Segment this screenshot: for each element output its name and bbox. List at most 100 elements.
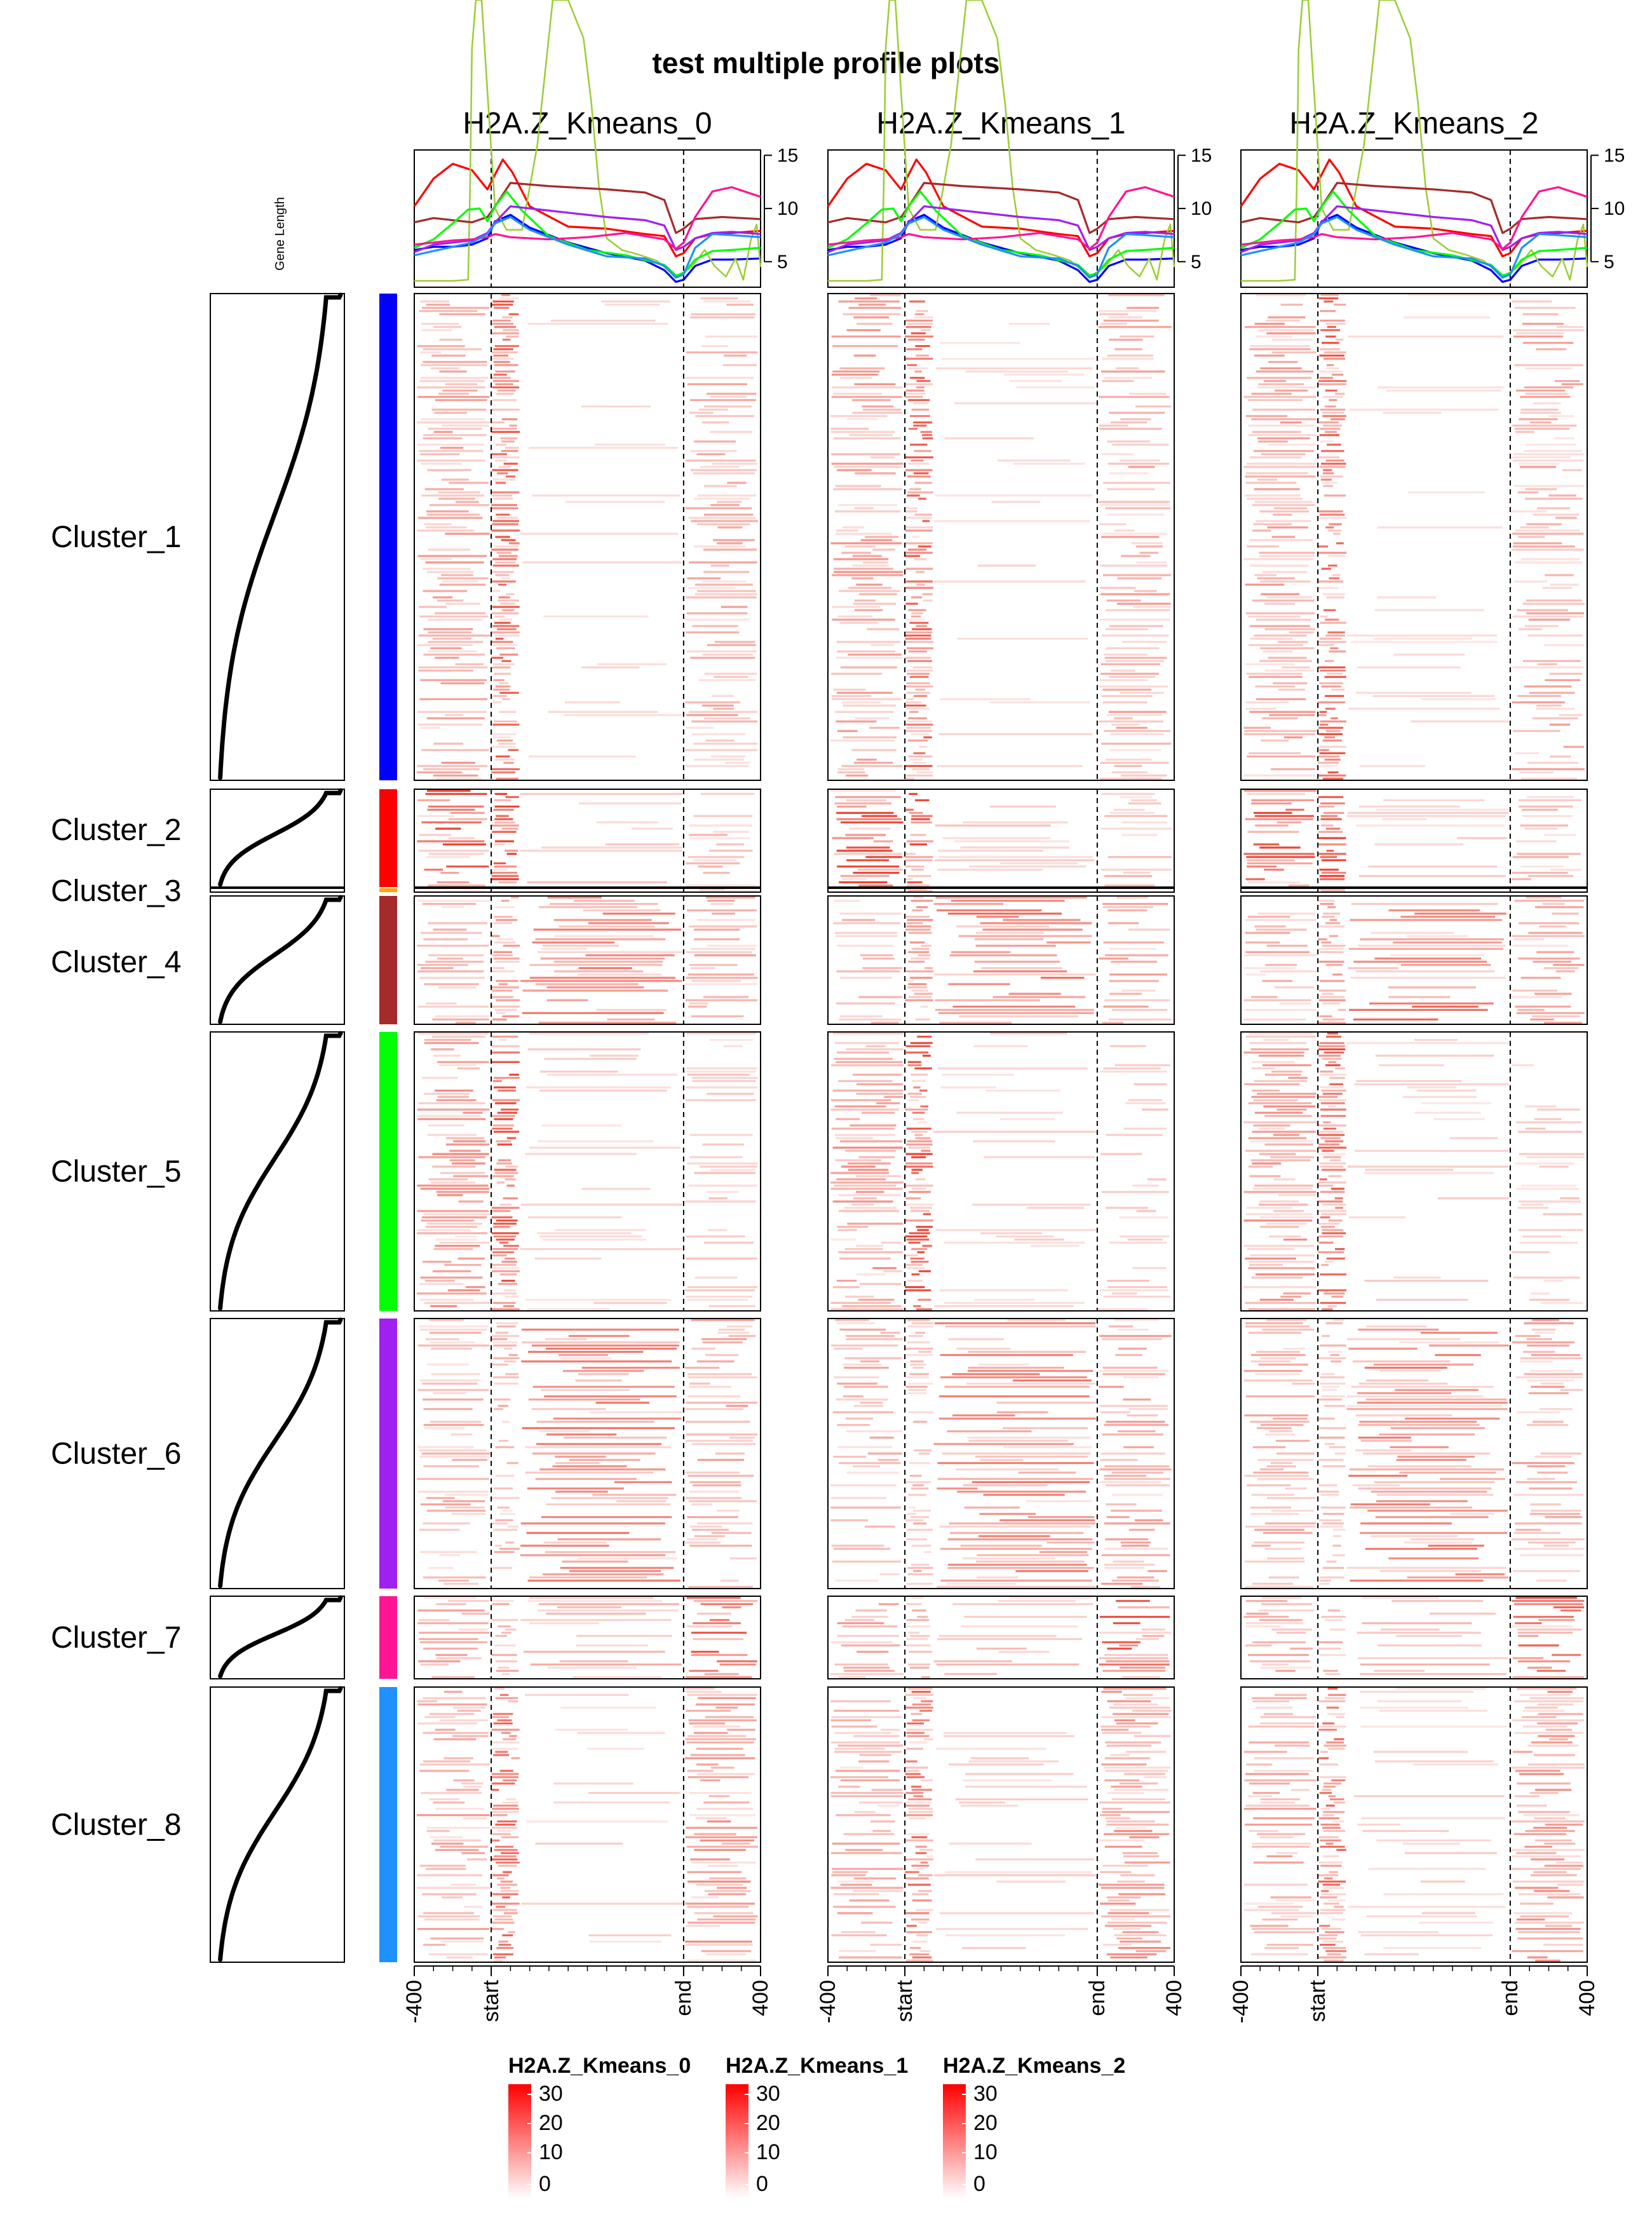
legend-tick-label: 20	[973, 2111, 998, 2135]
x-tick-label: 400	[1162, 1980, 1186, 2016]
gene-length-panel	[210, 789, 345, 888]
cluster-color-bar	[379, 888, 397, 892]
heatmap-frame	[827, 293, 1175, 781]
x-tick-label: 400	[748, 1980, 773, 2016]
heatmap-background	[1241, 294, 1587, 780]
heatmap-block	[414, 1686, 761, 1963]
profile-series-Cluster_3	[828, 0, 1175, 282]
gene-length-panel	[210, 293, 345, 781]
heatmap-frame	[827, 888, 1175, 893]
profile-series-Cluster_7	[827, 186, 1175, 250]
heatmap-frame	[827, 1686, 1175, 1963]
heatmap-block	[414, 1031, 761, 1312]
heatmap-background	[1241, 789, 1587, 887]
heatmap-frame	[414, 1596, 761, 1679]
legend-color-scale	[943, 2084, 966, 2199]
heatmap-background	[414, 1687, 761, 1962]
sample-title: H2A.Z_Kmeans_0	[463, 107, 712, 140]
x-tick-label: end	[1498, 1980, 1522, 2016]
heatmap-frame	[827, 1596, 1175, 1679]
profile-plot: 5 10 15	[1240, 0, 1625, 288]
cluster-label: Cluster_6	[51, 1437, 181, 1471]
heatmap-background	[828, 888, 1174, 892]
x-axis: -400 start end 400	[402, 1965, 773, 2023]
heatmap-background	[1241, 896, 1587, 1024]
heatmap-block	[1240, 293, 1588, 781]
chart-title: test multiple profile plots	[653, 46, 1000, 79]
heatmap-frame	[414, 888, 761, 893]
legend-tick-label: 10	[973, 2140, 998, 2164]
heatmap-block	[1240, 1686, 1588, 1963]
sample-panel-H2A.Z_Kmeans_1: H2A.Z_Kmeans_1 5 10 15 -400 start end 400	[816, 0, 1212, 2023]
heatmap-background	[828, 1319, 1174, 1589]
gene-length-curve	[218, 1031, 343, 1311]
x-axis: -400 start end 400	[1229, 1965, 1599, 2023]
profile-series-Cluster_8	[827, 215, 1175, 279]
legend-tick-label: 0	[539, 2172, 551, 2196]
x-tick-label: start	[893, 1979, 917, 2022]
legend-tick-label: 20	[539, 2111, 563, 2135]
heatmap-frame	[1240, 1031, 1588, 1312]
heatmap-block	[1240, 895, 1588, 1025]
heatmap-background	[414, 1032, 761, 1311]
legend-tick-label: 30	[756, 2082, 780, 2106]
gene-length-panel	[210, 888, 345, 893]
profile-series-Cluster_3	[1241, 0, 1588, 282]
gene-length-panel	[210, 1031, 345, 1312]
legend-title: H2A.Z_Kmeans_1	[726, 2054, 908, 2078]
profile-y-tick-label: 10	[777, 198, 798, 219]
legend-title: H2A.Z_Kmeans_2	[943, 2054, 1125, 2078]
cluster-color-bar	[379, 896, 397, 1024]
heatmap-block	[1240, 1318, 1588, 1589]
heatmap-background	[414, 1319, 761, 1589]
cluster-label: Cluster_7	[51, 1621, 181, 1655]
heatmap-frame	[827, 895, 1175, 1025]
profile-series-Cluster_6	[414, 205, 761, 254]
heatmap-background	[828, 896, 1174, 1024]
gene-length-curve	[218, 1595, 343, 1679]
sample-panel-H2A.Z_Kmeans_2: H2A.Z_Kmeans_2 5 10 15 -400 start end 400	[1229, 0, 1625, 2023]
cluster-label: Cluster_5	[51, 1155, 181, 1189]
profile-y-tick-label: 5	[1604, 252, 1615, 273]
profile-y-tick-label: 15	[1604, 145, 1625, 166]
profile-y-tick-label: 10	[1191, 198, 1212, 219]
profile-series-Cluster_4	[414, 182, 761, 234]
cluster-color-bar	[379, 294, 397, 780]
gene-length-curve	[218, 1686, 343, 1962]
heatmap-block	[827, 1596, 1175, 1679]
heatmap-background	[1241, 888, 1587, 892]
heatmap-frame	[414, 895, 761, 1025]
profile-y-tick-label: 5	[1191, 252, 1202, 273]
gene-length-curve	[218, 292, 343, 780]
heatmap-block	[1240, 888, 1588, 893]
x-axis: -400 start end 400	[816, 1965, 1186, 2023]
gene-length-curve	[218, 788, 343, 887]
heatmap-block	[1240, 1596, 1588, 1679]
heatmap-block	[414, 895, 761, 1025]
profile-series-Cluster_4	[827, 182, 1175, 234]
heatmap-background	[414, 789, 761, 887]
heatmap-block	[827, 1318, 1175, 1589]
gene-length-panel	[210, 1318, 345, 1589]
heatmap-frame	[1240, 1318, 1588, 1589]
heatmap-frame	[827, 789, 1175, 888]
heatmap-frame	[414, 1031, 761, 1312]
heatmap-frame	[1240, 895, 1588, 1025]
gene-length-panel	[210, 1596, 345, 1679]
sample-panel-H2A.Z_Kmeans_0: H2A.Z_Kmeans_0 5 10 15 -400 start end 400	[402, 0, 798, 2023]
profile-series-Cluster_7	[414, 186, 761, 250]
cluster-color-bar	[379, 1687, 397, 1962]
heatmap-block	[414, 789, 761, 888]
heatmap-background	[414, 896, 761, 1024]
gene-length-curve	[218, 1317, 343, 1589]
heatmap-frame	[1240, 1686, 1588, 1963]
heatmap-background	[828, 1596, 1174, 1679]
heatmap-block	[414, 293, 761, 781]
heatmap-frame	[414, 293, 761, 781]
profile-series-Cluster_7	[1240, 186, 1588, 250]
heatmap-background	[1241, 1596, 1587, 1679]
legend-tick-label: 30	[539, 2082, 563, 2106]
heatmap-block	[414, 888, 761, 893]
heatmap-block	[827, 1031, 1175, 1312]
